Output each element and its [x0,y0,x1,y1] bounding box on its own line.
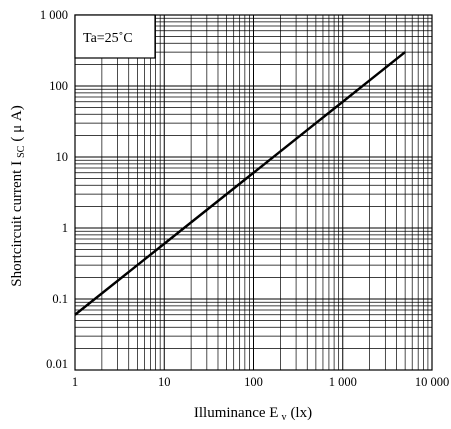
x-tick-label: 10 [158,375,171,389]
y-axis-label-sub: SC [16,145,27,158]
y-tick-label: 10 [56,150,69,164]
y-axis-label: Shortcircuit current I SC ( μ A) [9,105,27,286]
grid [75,15,432,370]
annotation-box: Ta=25˚C [74,14,156,59]
y-axis-label-main: Shortcircuit current I [9,161,25,287]
plot-border [74,14,433,371]
x-tick-label: 1 [72,375,78,389]
y-tick-label: 100 [49,79,68,93]
y-tick-labels: 0.01 0.1 1 10 100 1 000 [40,8,68,371]
x-axis-label-main: Illuminance E [194,405,279,421]
x-axis-label-sub: v [281,412,286,423]
x-tick-label: 1 000 [329,375,357,389]
y-tick-label: 1 000 [40,8,68,22]
annotation-frame [74,14,156,59]
x-tick-label: 10 000 [415,375,449,389]
y-tick-label: 0.1 [52,292,68,306]
y-axis-label-unit: ( μ A) [9,105,25,141]
x-tick-label: 100 [244,375,263,389]
x-axis-label-unit: (lx) [290,405,312,421]
x-tick-labels: 1 10 100 1 000 10 000 [72,375,449,389]
series-line-0 [74,51,406,316]
y-tick-label: 0.01 [46,357,68,371]
series-layer [74,51,406,316]
annotation-temperature: Ta=25˚C [83,31,133,46]
y-tick-label: 1 [62,221,68,235]
